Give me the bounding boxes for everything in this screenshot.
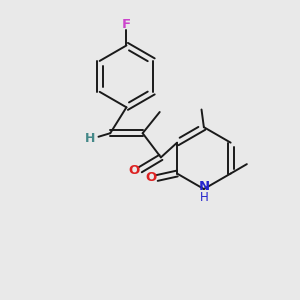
Text: H: H (85, 132, 96, 145)
Text: F: F (122, 18, 131, 31)
Text: O: O (145, 172, 156, 184)
Text: O: O (128, 164, 140, 177)
Text: H: H (200, 191, 209, 204)
Text: N: N (199, 180, 210, 193)
